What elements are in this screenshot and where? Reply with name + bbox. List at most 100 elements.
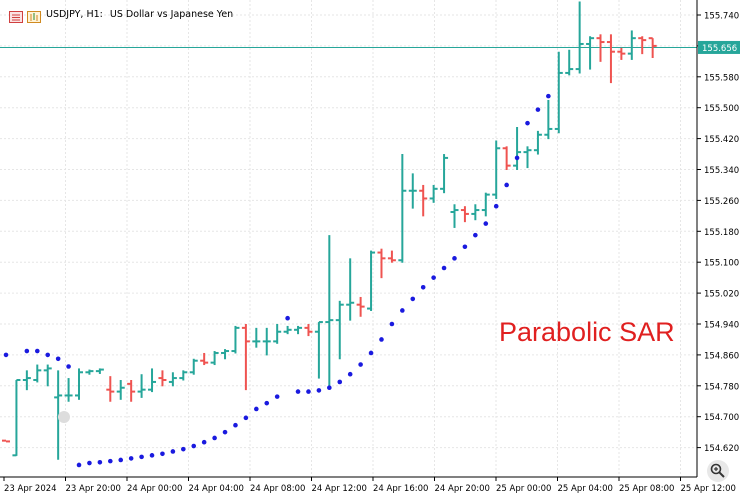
ohlc-bar [283,325,292,335]
sar-dot [514,155,520,161]
ohlc-bar [387,250,396,263]
ohlc-bar [179,370,188,381]
sar-dot [306,389,311,394]
sar-dot [389,321,395,327]
ohlc-bar [304,324,313,337]
ohlc-bar [471,204,480,221]
ohlc-bar [231,325,240,354]
ohlc-bar [335,300,344,360]
sar-dot [525,120,530,126]
ohlc-bar [450,204,459,228]
sar-dot [222,429,228,435]
sar-dot [139,454,144,460]
ohlc-bar [116,380,125,400]
sar-dot [149,453,155,458]
current-price-tag [698,40,740,54]
ohlc-bar [544,99,553,140]
ohlc-bar [502,146,511,170]
ohlc-bar [398,154,407,263]
magnifier-icon [710,463,725,478]
y-tick-label: 154.860 [704,351,739,361]
ohlc-bar [440,154,449,194]
ohlc-bar [127,380,136,402]
sar-dot [347,371,353,377]
y-tick-label: 155.500 [704,104,739,114]
sar-dot [535,107,541,112]
sar-dot [233,422,238,428]
sar-dot [316,388,322,393]
sar-dot [254,406,259,412]
x-tick-label: 25 Apr 08:00 [619,484,674,494]
ohlc-bar [168,372,177,387]
x-tick-label: 24 Apr 00:00 [127,484,182,494]
sar-dot [108,458,113,464]
sar-dot [274,394,280,399]
sar-dot [55,356,61,362]
x-tick-label: 24 Apr 04:00 [189,484,244,494]
x-tick-label: 25 Apr 00:00 [496,484,551,494]
sar-dot [212,435,217,441]
ohlc-bar [22,370,31,391]
sar-dot [128,456,134,461]
ohlc-bar [523,146,532,169]
ohlc-bar [64,378,73,402]
sar-dot [243,415,249,421]
y-tick-label: 155.020 [704,290,739,300]
ohlc-bar [377,248,386,279]
y-tick-label: 154.620 [704,444,739,454]
sar-dot [462,244,468,250]
sar-dot [400,308,405,313]
x-tick-label: 24 Apr 16:00 [373,484,428,494]
ohlc-bar [596,34,605,62]
x-tick-label: 24 Apr 20:00 [435,484,490,494]
sar-dot [87,460,92,466]
symbol-description: US Dollar vs Japanese Yen [109,9,234,20]
sar-dot [358,362,363,367]
ohlc-bar [221,349,230,360]
sar-dot [160,451,165,457]
ohlc-bar [492,140,501,199]
sar-dot [295,389,301,394]
ohlc-bar [85,369,94,375]
sar-dot [546,93,551,99]
sar-dot [452,256,457,261]
ohlc-bar [200,352,209,366]
ohlc-bar [586,36,595,70]
y-tick-label: 155.580 [704,73,739,83]
ohlc-bar [356,296,365,317]
zoom-button[interactable] [707,460,729,482]
sar-dot [493,203,499,209]
ohlc-bar [481,192,490,217]
ohlc-bar [627,30,636,60]
ohlc-bar [648,37,657,58]
sar-dot [97,459,103,465]
trade-panel-icon[interactable] [27,8,41,23]
ohlc-bar [137,374,146,398]
ohlc-bar [12,379,21,457]
ohlc-bar [43,364,52,387]
sar-dot [66,364,71,369]
ohlc-bar [314,321,323,379]
ohlc-bar [294,325,303,335]
sar-dot [191,443,197,449]
chart-list-icon[interactable] [9,8,23,23]
sar-dot [473,232,478,238]
y-tick-label: 155.260 [704,197,739,207]
ohlc-bar [533,130,542,155]
ohlc-bar [460,206,469,223]
x-tick-label: 23 Apr 2024 [4,484,57,494]
y-tick-label: 155.420 [704,135,739,145]
sar-dot [368,350,374,356]
ohlc-bar [606,34,615,84]
ohlc-bar [554,51,563,134]
ohlc-bar [638,36,647,55]
sar-dot [441,265,447,271]
sar-dot [327,385,332,391]
sar-dot [118,457,124,463]
ohlc-bar [189,358,198,375]
sar-dot [170,449,176,454]
y-tick-label: 155.740 [704,12,739,22]
y-tick-label: 155.180 [704,228,739,238]
